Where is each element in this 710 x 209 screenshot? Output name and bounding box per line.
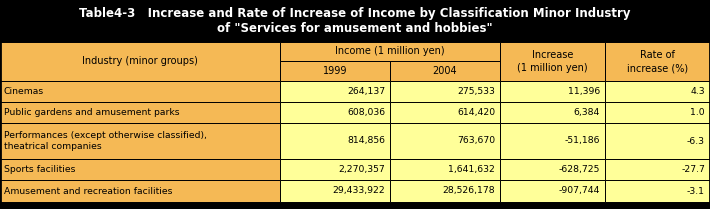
Bar (605, 123, 710, 159)
Bar (605, 180, 710, 202)
Bar (390, 61, 500, 81)
Bar (500, 159, 605, 180)
Text: Table4-3   Increase and Rate of Increase of Income by Classification Minor Indus: Table4-3 Increase and Rate of Increase o… (80, 8, 630, 20)
Bar (0, 81, 280, 102)
Text: -907,744: -907,744 (559, 186, 600, 195)
Text: Sports facilities: Sports facilities (4, 165, 75, 174)
Text: Industry (minor groups): Industry (minor groups) (82, 56, 198, 66)
Text: 264,137: 264,137 (347, 87, 385, 96)
Bar (280, 159, 390, 180)
Text: -27.7: -27.7 (681, 165, 705, 174)
Text: 608,036: 608,036 (347, 108, 385, 117)
Bar (605, 102, 710, 123)
Text: -6.3: -6.3 (687, 136, 705, 145)
Bar (280, 180, 390, 202)
Bar (280, 42, 500, 61)
Bar (0, 102, 280, 123)
Bar (280, 81, 390, 102)
Bar (390, 102, 500, 123)
Text: Increase
(1 million yen): Increase (1 million yen) (517, 50, 588, 73)
Bar (605, 159, 710, 180)
Bar (605, 42, 710, 81)
Bar (280, 123, 390, 159)
Text: 4.3: 4.3 (690, 87, 705, 96)
Bar (280, 102, 390, 123)
Text: -628,725: -628,725 (559, 165, 600, 174)
Bar (500, 81, 605, 102)
Text: 11,396: 11,396 (568, 87, 600, 96)
Bar (390, 159, 500, 180)
Text: Amusement and recreation facilities: Amusement and recreation facilities (4, 186, 173, 195)
Bar (390, 81, 500, 102)
Bar (500, 180, 605, 202)
Text: Performances (except otherwise classified),
theatrical companies: Performances (except otherwise classifie… (4, 131, 207, 151)
Bar (0, 42, 280, 81)
Bar (500, 42, 605, 81)
Bar (0, 159, 280, 180)
Text: 2,270,357: 2,270,357 (338, 165, 385, 174)
Text: -51,186: -51,186 (564, 136, 600, 145)
Bar (0, 123, 280, 159)
Text: 28,526,178: 28,526,178 (442, 186, 495, 195)
Text: 1999: 1999 (323, 66, 347, 76)
Text: Public gardens and amusement parks: Public gardens and amusement parks (4, 108, 180, 117)
Text: of "Services for amusement and hobbies": of "Services for amusement and hobbies" (217, 22, 493, 34)
Bar (605, 81, 710, 102)
Bar (280, 61, 390, 81)
Text: -3.1: -3.1 (687, 186, 705, 195)
Text: 814,856: 814,856 (347, 136, 385, 145)
Bar (500, 102, 605, 123)
Text: Rate of
increase (%): Rate of increase (%) (627, 50, 688, 73)
Bar (0, 180, 280, 202)
Text: 1,641,632: 1,641,632 (448, 165, 495, 174)
Text: 29,433,922: 29,433,922 (332, 186, 385, 195)
Text: 6,384: 6,384 (574, 108, 600, 117)
Text: Cinemas: Cinemas (4, 87, 44, 96)
Text: 1.0: 1.0 (690, 108, 705, 117)
Bar (0, 0, 710, 42)
Text: 614,420: 614,420 (457, 108, 495, 117)
Text: 275,533: 275,533 (457, 87, 495, 96)
Text: 763,670: 763,670 (457, 136, 495, 145)
Bar (390, 180, 500, 202)
Bar (390, 123, 500, 159)
Text: 2004: 2004 (432, 66, 457, 76)
Text: Income (1 million yen): Income (1 million yen) (335, 46, 444, 56)
Bar (500, 123, 605, 159)
